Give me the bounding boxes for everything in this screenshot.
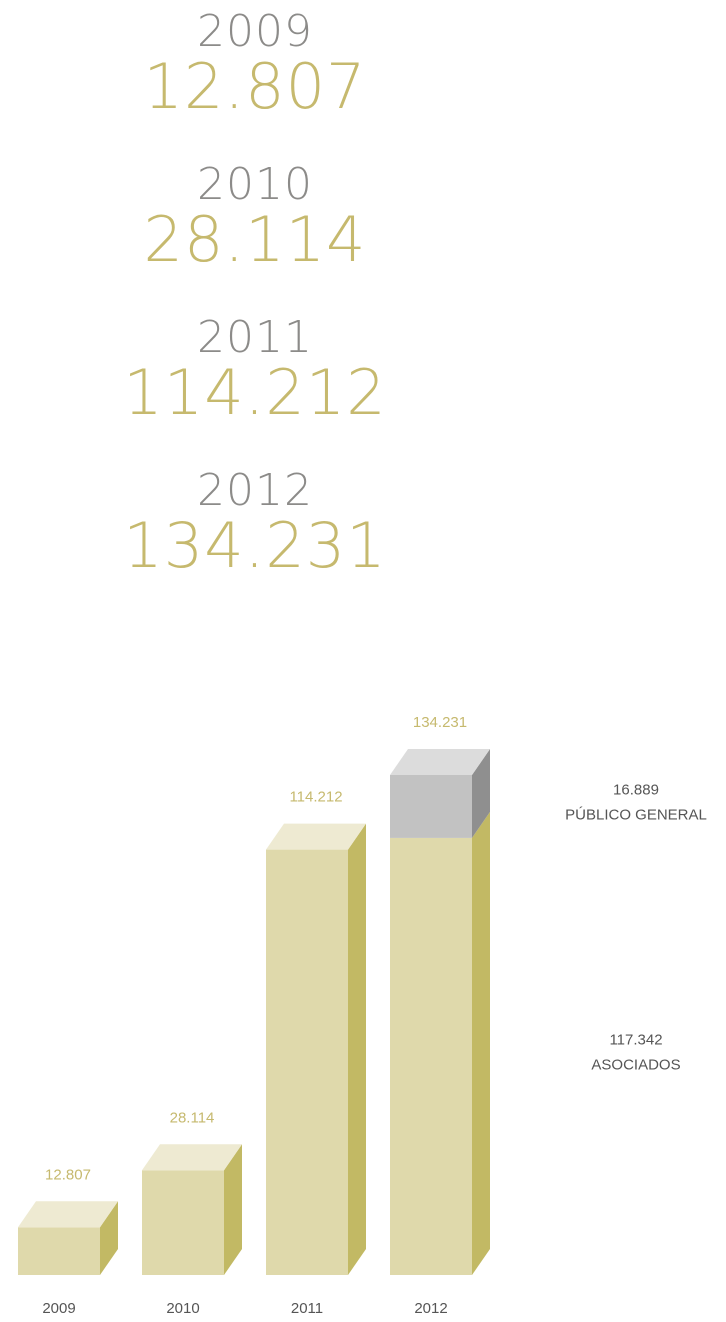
highlight-2010: 2010 28.114 bbox=[0, 163, 510, 271]
bar-2011-asociados-front bbox=[266, 849, 348, 1275]
annotation-asociados-value: 117.342 bbox=[609, 1031, 662, 1048]
bar-2012-publico-general-side bbox=[472, 749, 490, 838]
total-label-2011: 114.212 bbox=[289, 789, 342, 806]
annotation-publico-general-label: PÚBLICO GENERAL bbox=[565, 806, 707, 823]
bar-2009-asociados-front bbox=[18, 1227, 100, 1275]
annotation-publico-general-value: 16.889 bbox=[613, 781, 659, 798]
highlight-value: 12.807 bbox=[143, 50, 367, 123]
bar-2010-asociados-top bbox=[142, 1144, 242, 1171]
tick-label-2011: 2011 bbox=[291, 1300, 323, 1317]
bar-2010-asociados-side bbox=[224, 1144, 242, 1275]
highlight-year: 2009 bbox=[197, 6, 313, 57]
total-label-2012: 134.231 bbox=[413, 714, 467, 731]
bar-2012-asociados-side bbox=[472, 811, 490, 1275]
highlight-year: 2012 bbox=[197, 465, 313, 516]
tick-label-2012: 2012 bbox=[414, 1300, 447, 1317]
highlight-2012: 2012 134.231 bbox=[0, 469, 510, 577]
total-label-2010: 28.114 bbox=[170, 1109, 215, 1126]
annotation-asociados-label: ASOCIADOS bbox=[591, 1056, 680, 1073]
bar-2011-asociados-top bbox=[266, 823, 366, 850]
visitors-bar-chart: 12.807 2009 28.114 2010 114.212 2011 134.231 20… bbox=[18, 714, 707, 1317]
bar-2012-asociados-front bbox=[390, 837, 472, 1275]
bar-2011-asociados-side bbox=[348, 823, 366, 1275]
highlight-year: 2010 bbox=[197, 159, 313, 210]
highlight-value: 114.212 bbox=[123, 356, 387, 429]
tick-label-2009: 2009 bbox=[42, 1300, 75, 1317]
highlight-2009: 2009 12.807 bbox=[0, 10, 510, 118]
bar-2009-asociados-top bbox=[18, 1201, 118, 1228]
highlight-value: 134.231 bbox=[123, 509, 387, 582]
highlight-year: 2011 bbox=[197, 312, 313, 363]
bar-2012-publico-general-front bbox=[390, 775, 472, 838]
tick-label-2010: 2010 bbox=[166, 1300, 199, 1317]
bar-2012-publico-general-top bbox=[390, 749, 490, 775]
highlight-value: 28.114 bbox=[143, 203, 367, 276]
bar-2010-asociados-front bbox=[142, 1170, 224, 1275]
highlight-2011: 2011 114.212 bbox=[0, 316, 510, 424]
total-label-2009: 12.807 bbox=[45, 1166, 91, 1183]
bar-2009-asociados-side bbox=[100, 1201, 118, 1275]
